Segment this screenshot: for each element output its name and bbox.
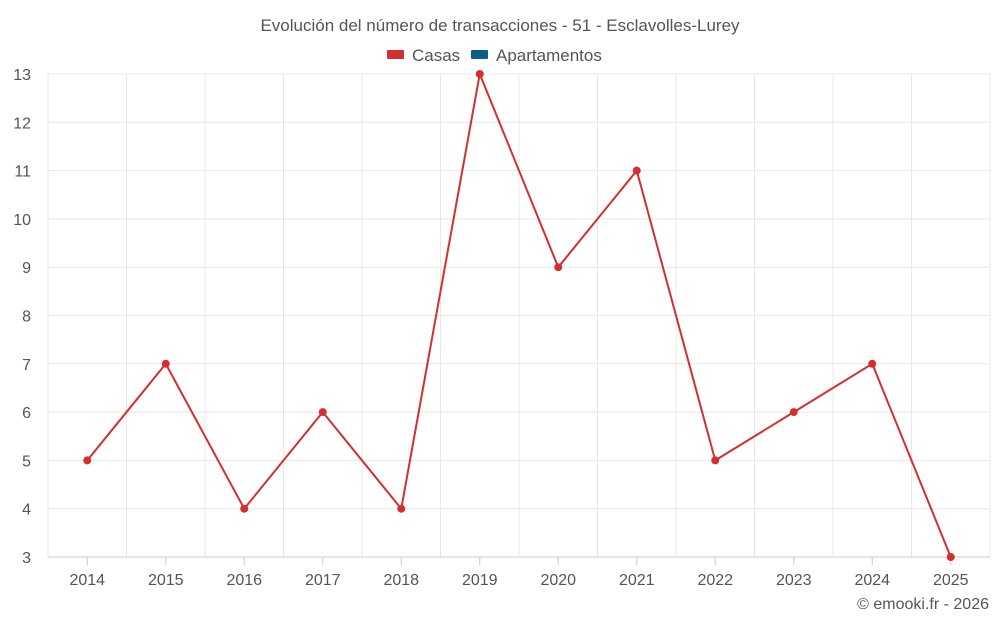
y-tick-label: 6 [22, 405, 31, 422]
x-tick-label: 2020 [540, 572, 576, 589]
data-point-casas[interactable] [240, 504, 249, 513]
x-tick-label: 2019 [462, 572, 498, 589]
legend-label-casas: Casas [412, 46, 460, 65]
data-point-casas[interactable] [711, 456, 720, 465]
y-tick-label: 12 [13, 115, 31, 132]
data-point-casas[interactable] [318, 408, 327, 417]
x-tick-label: 2023 [776, 572, 812, 589]
x-tick-label: 2017 [305, 572, 341, 589]
data-point-casas[interactable] [946, 553, 955, 561]
data-point-casas[interactable] [789, 408, 798, 417]
chart-title: Evolución del número de transacciones - … [260, 16, 740, 35]
y-tick-label: 11 [14, 164, 31, 181]
chart-legend: Casas Apartamentos [387, 46, 602, 65]
x-tick-label: 2024 [854, 572, 890, 589]
data-point-casas[interactable] [161, 359, 170, 368]
y-tick-label: 9 [22, 260, 31, 277]
y-tick-label: 10 [13, 212, 31, 229]
y-tick-label: 13 [13, 67, 31, 84]
y-tick-label: 5 [22, 453, 31, 470]
y-tick-label: 3 [22, 550, 31, 567]
data-point-casas[interactable] [83, 456, 92, 465]
axes: 3 4 5 6 7 8 9 10 11 12 13 2014 2015 2016 2017 2018 2019 2… [13, 67, 990, 589]
series-line-casas [86, 73, 952, 558]
y-tick-label: 4 [22, 502, 31, 519]
legend-label-apartamentos: Apartamentos [496, 46, 602, 65]
credit-text: © emooki.fr - 2026 [857, 596, 989, 613]
data-point-casas[interactable] [397, 504, 406, 513]
legend-swatch-casas [387, 50, 404, 59]
x-tick-label: 2016 [226, 572, 262, 589]
legend-item-casas[interactable]: Casas [387, 46, 460, 65]
x-tick-label: 2015 [148, 572, 184, 589]
x-tick-label: 2018 [383, 572, 419, 589]
grid [47, 73, 991, 557]
x-tick-label: 2025 [933, 572, 969, 589]
legend-item-apartamentos[interactable]: Apartamentos [471, 46, 602, 65]
data-point-casas[interactable] [475, 70, 484, 78]
series [83, 70, 955, 561]
y-tick-label: 7 [22, 357, 31, 374]
x-tick-label: 2014 [69, 572, 105, 589]
x-tick-label: 2021 [619, 572, 655, 589]
legend-swatch-apartamentos [471, 50, 488, 59]
data-point-casas[interactable] [554, 263, 563, 272]
data-point-casas[interactable] [632, 166, 641, 175]
data-point-casas[interactable] [868, 359, 877, 368]
y-tick-label: 8 [22, 309, 31, 326]
x-tick-label: 2022 [697, 572, 733, 589]
